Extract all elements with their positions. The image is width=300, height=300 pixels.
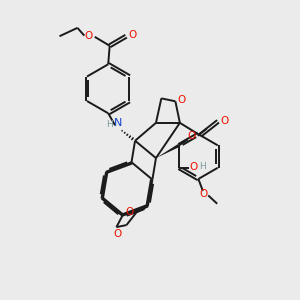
Text: H: H <box>199 162 206 171</box>
Text: O: O <box>188 131 196 141</box>
Text: H: H <box>106 119 113 128</box>
Text: O: O <box>129 30 137 40</box>
Text: O: O <box>178 95 186 105</box>
Text: O: O <box>126 207 134 217</box>
Text: O: O <box>113 229 121 239</box>
Text: N: N <box>114 118 122 128</box>
Text: O: O <box>220 116 229 126</box>
Text: O: O <box>84 31 92 40</box>
Text: O: O <box>189 162 197 172</box>
Text: O: O <box>199 189 208 199</box>
Polygon shape <box>156 144 180 158</box>
